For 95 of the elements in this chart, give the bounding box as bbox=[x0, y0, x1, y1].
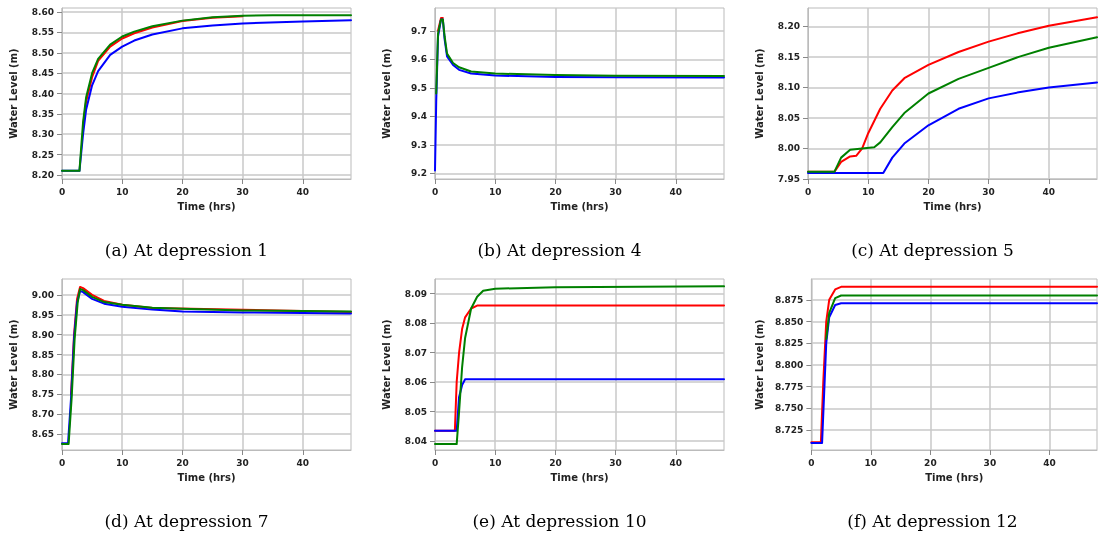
text: (a) At depression 1 bbox=[104, 239, 269, 260]
x-tick-label: 40 bbox=[296, 457, 310, 468]
x-axis-title: Time (hrs) bbox=[177, 471, 236, 483]
x-tick-label: 0 bbox=[58, 186, 66, 197]
y-tick-label: 8.04 bbox=[404, 436, 427, 447]
x-tick-label: 0 bbox=[58, 457, 66, 468]
x-tick-label: 30 bbox=[983, 457, 997, 468]
y-tick-label: 8.90 bbox=[31, 329, 54, 340]
y-tick-label: 8.850 bbox=[774, 316, 804, 327]
text: (d) At depression 7 bbox=[104, 510, 269, 531]
x-axis-title: Time (hrs) bbox=[550, 200, 609, 212]
y-axis-title: Water Level (m) bbox=[7, 48, 19, 139]
y-tick-label: 8.40 bbox=[31, 88, 54, 99]
x-tick-label: 40 bbox=[669, 186, 683, 197]
y-tick-label: 8.875 bbox=[774, 294, 804, 305]
x-tick-label: 20 bbox=[922, 186, 935, 197]
text: (f) At depression 12 bbox=[847, 510, 1018, 531]
x-tick-label: 20 bbox=[176, 457, 189, 468]
x-tick-label: 30 bbox=[982, 186, 995, 197]
x-tick-label: 10 bbox=[864, 457, 878, 468]
x-axis-title: Time (hrs) bbox=[550, 471, 609, 483]
x-tick-label: 0 bbox=[808, 457, 815, 468]
x-tick-label: 40 bbox=[669, 457, 683, 468]
y-tick-label: 8.30 bbox=[31, 129, 54, 140]
y-tick-label: 9.3 bbox=[411, 139, 427, 150]
y-tick-label: 8.15 bbox=[777, 51, 800, 62]
y-tick-label: 8.09 bbox=[404, 288, 427, 299]
x-tick-label: 10 bbox=[115, 457, 129, 468]
x-tick-label: 10 bbox=[488, 457, 502, 468]
y-tick-label: 8.20 bbox=[31, 169, 54, 180]
y-tick-label: 8.750 bbox=[774, 403, 804, 414]
x-axis-title: Time (hrs) bbox=[923, 200, 982, 212]
x-tick-label: 10 bbox=[488, 186, 502, 197]
y-tick-label: 8.65 bbox=[31, 429, 54, 440]
y-tick-label: 7.95 bbox=[777, 174, 800, 184]
x-tick-label: 20 bbox=[549, 186, 562, 197]
y-tick-label: 8.05 bbox=[404, 406, 427, 417]
text: (c) At depression 5 bbox=[851, 239, 1014, 260]
y-tick-label: 8.725 bbox=[774, 425, 804, 436]
y-tick-label: 9.6 bbox=[411, 54, 427, 65]
x-tick-label: 20 bbox=[924, 457, 937, 468]
y-tick-label: 9.7 bbox=[411, 25, 427, 36]
y-axis-title: Water Level (m) bbox=[753, 48, 765, 139]
x-tick-label: 30 bbox=[236, 186, 249, 197]
line-series bbox=[807, 81, 1098, 174]
y-tick-label: 8.95 bbox=[31, 309, 54, 320]
y-tick-label: 8.35 bbox=[31, 108, 54, 119]
line-series bbox=[434, 285, 725, 446]
line-series bbox=[434, 378, 725, 432]
y-tick-label: 8.80 bbox=[31, 369, 54, 380]
y-tick-label: 8.20 bbox=[777, 21, 800, 32]
y-tick-label: 8.08 bbox=[404, 318, 427, 329]
x-axis-title: Time (hrs) bbox=[925, 471, 984, 483]
y-tick-label: 8.45 bbox=[31, 68, 54, 79]
y-tick-label: 9.2 bbox=[411, 168, 427, 179]
x-tick-label: 20 bbox=[176, 186, 189, 197]
x-tick-label: 0 bbox=[431, 457, 439, 468]
y-axis-title: Water Level (m) bbox=[7, 319, 19, 410]
y-tick-label: 8.775 bbox=[774, 381, 804, 392]
y-axis-title: Water Level (m) bbox=[380, 48, 392, 139]
y-tick-label: 8.10 bbox=[777, 82, 800, 93]
y-tick-label: 8.70 bbox=[31, 409, 54, 420]
y-tick-label: 8.25 bbox=[31, 149, 54, 160]
y-tick-label: 9.5 bbox=[411, 82, 427, 93]
y-tick-label: 8.825 bbox=[774, 338, 804, 349]
x-tick-label: 40 bbox=[1043, 457, 1056, 468]
y-tick-label: 8.07 bbox=[404, 347, 427, 358]
x-tick-label: 30 bbox=[609, 457, 622, 468]
x-tick-label: 40 bbox=[296, 186, 310, 197]
x-tick-label: 0 bbox=[431, 186, 439, 197]
x-tick-label: 20 bbox=[549, 457, 562, 468]
x-tick-label: 40 bbox=[1042, 186, 1056, 197]
y-tick-label: 8.05 bbox=[777, 112, 800, 123]
text: (b) At depression 4 bbox=[477, 239, 642, 260]
line-series bbox=[435, 18, 725, 95]
x-tick-label: 10 bbox=[115, 186, 129, 197]
y-axis-title: Water Level (m) bbox=[380, 319, 392, 410]
y-tick-label: 9.00 bbox=[31, 289, 54, 300]
y-tick-label: 8.85 bbox=[31, 349, 54, 360]
x-tick-label: 0 bbox=[804, 186, 812, 197]
y-tick-label: 8.60 bbox=[31, 7, 54, 18]
y-tick-label: 8.00 bbox=[777, 143, 800, 154]
y-tick-label: 8.06 bbox=[404, 377, 427, 388]
y-tick-label: 8.800 bbox=[774, 359, 804, 370]
y-tick-label: 8.50 bbox=[31, 47, 54, 58]
text: (e) At depression 10 bbox=[472, 510, 647, 531]
y-tick-label: 8.75 bbox=[31, 389, 54, 400]
y-axis-title: Water Level (m) bbox=[753, 319, 765, 410]
x-tick-label: 30 bbox=[236, 457, 249, 468]
y-tick-label: 8.55 bbox=[31, 27, 54, 38]
line-series bbox=[825, 294, 1098, 340]
y-tick-label: 9.4 bbox=[411, 111, 427, 122]
x-tick-label: 30 bbox=[609, 186, 622, 197]
x-tick-label: 10 bbox=[861, 186, 875, 197]
x-axis-title: Time (hrs) bbox=[177, 200, 236, 212]
